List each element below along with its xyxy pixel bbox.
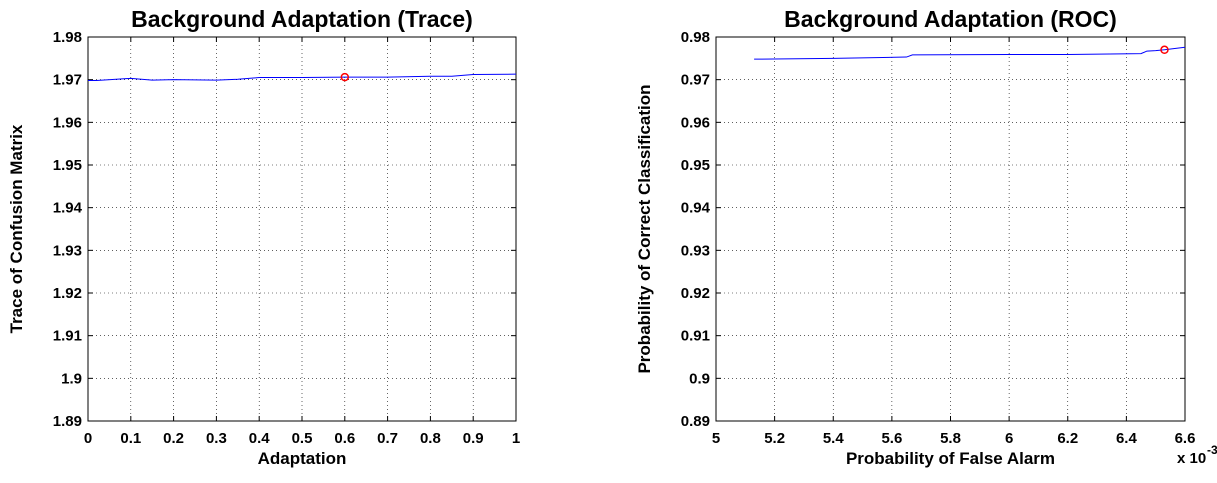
y-tick-label: 1.93 [53, 242, 82, 259]
x-multiplier: x 10 [1177, 450, 1206, 467]
y-tick-label: 0.96 [681, 114, 710, 131]
y-tick-label: 0.93 [681, 242, 710, 259]
x-tick-label: 0.9 [463, 430, 484, 447]
x-tick-label: 0.3 [206, 430, 227, 447]
x-tick-label: 0.8 [420, 430, 441, 447]
y-tick-label: 0.94 [681, 200, 711, 217]
y-tick-label: 1.96 [53, 114, 82, 131]
y-tick-label: 0.95 [681, 157, 710, 174]
plot-frame [715, 36, 1186, 422]
y-tick-label: 1.9 [61, 370, 82, 387]
y-tick-label: 1.92 [53, 285, 82, 302]
x-tick-label: 6 [1005, 430, 1013, 447]
x-tick-label: 5.8 [940, 430, 961, 447]
y-tick-label: 0.89 [681, 413, 710, 430]
x-tick-label: 0.4 [249, 430, 271, 447]
y-axis-label: Trace of Confusion Matrix [7, 124, 26, 333]
x-tick-label: 5.4 [823, 430, 845, 447]
x-tick-label: 5 [712, 430, 720, 447]
y-tick-label: 0.9 [689, 370, 710, 387]
chart-title: Background Adaptation (ROC) [784, 6, 1117, 32]
data-line [88, 73, 517, 82]
plot-frame [87, 36, 517, 422]
y-tick-label: 1.94 [53, 200, 83, 217]
y-tick-label: 0.98 [681, 29, 710, 46]
x-tick-label: 1 [512, 430, 520, 447]
x-tick-label: 6.2 [1057, 430, 1078, 447]
marker [1160, 45, 1169, 55]
y-tick-label: 1.97 [53, 72, 82, 89]
x-tick-label: 0.1 [120, 430, 141, 447]
data-line [754, 46, 1186, 60]
x-tick-label: 6.4 [1116, 430, 1138, 447]
x-tick-label: 0.7 [377, 430, 398, 447]
x-tick-label: 0 [84, 430, 92, 447]
x-tick-label: 5.6 [881, 430, 902, 447]
y-tick-label: 1.95 [53, 157, 82, 174]
y-tick-label: 1.91 [53, 328, 82, 345]
y-tick-label: 1.98 [53, 29, 82, 46]
y-tick-label: 1.89 [53, 413, 82, 430]
y-tick-label: 0.91 [681, 328, 710, 345]
x-axis-label: Adaptation [258, 449, 347, 468]
y-tick-label: 0.97 [681, 72, 710, 89]
x-axis-label: Probability of False Alarm [846, 449, 1055, 468]
y-axis-label: Probability of Correct Classification [635, 84, 654, 373]
x-tick-label: 0.6 [334, 430, 355, 447]
x-exponent: -3 [1207, 443, 1217, 457]
y-tick-label: 0.92 [681, 285, 710, 302]
x-tick-label: 0.2 [163, 430, 184, 447]
x-tick-label: 5.2 [764, 430, 785, 447]
marker [340, 72, 350, 82]
chart-title: Background Adaptation (Trace) [131, 6, 473, 32]
x-tick-label: 0.5 [292, 430, 313, 447]
x-tick-label: 6.6 [1175, 430, 1196, 447]
